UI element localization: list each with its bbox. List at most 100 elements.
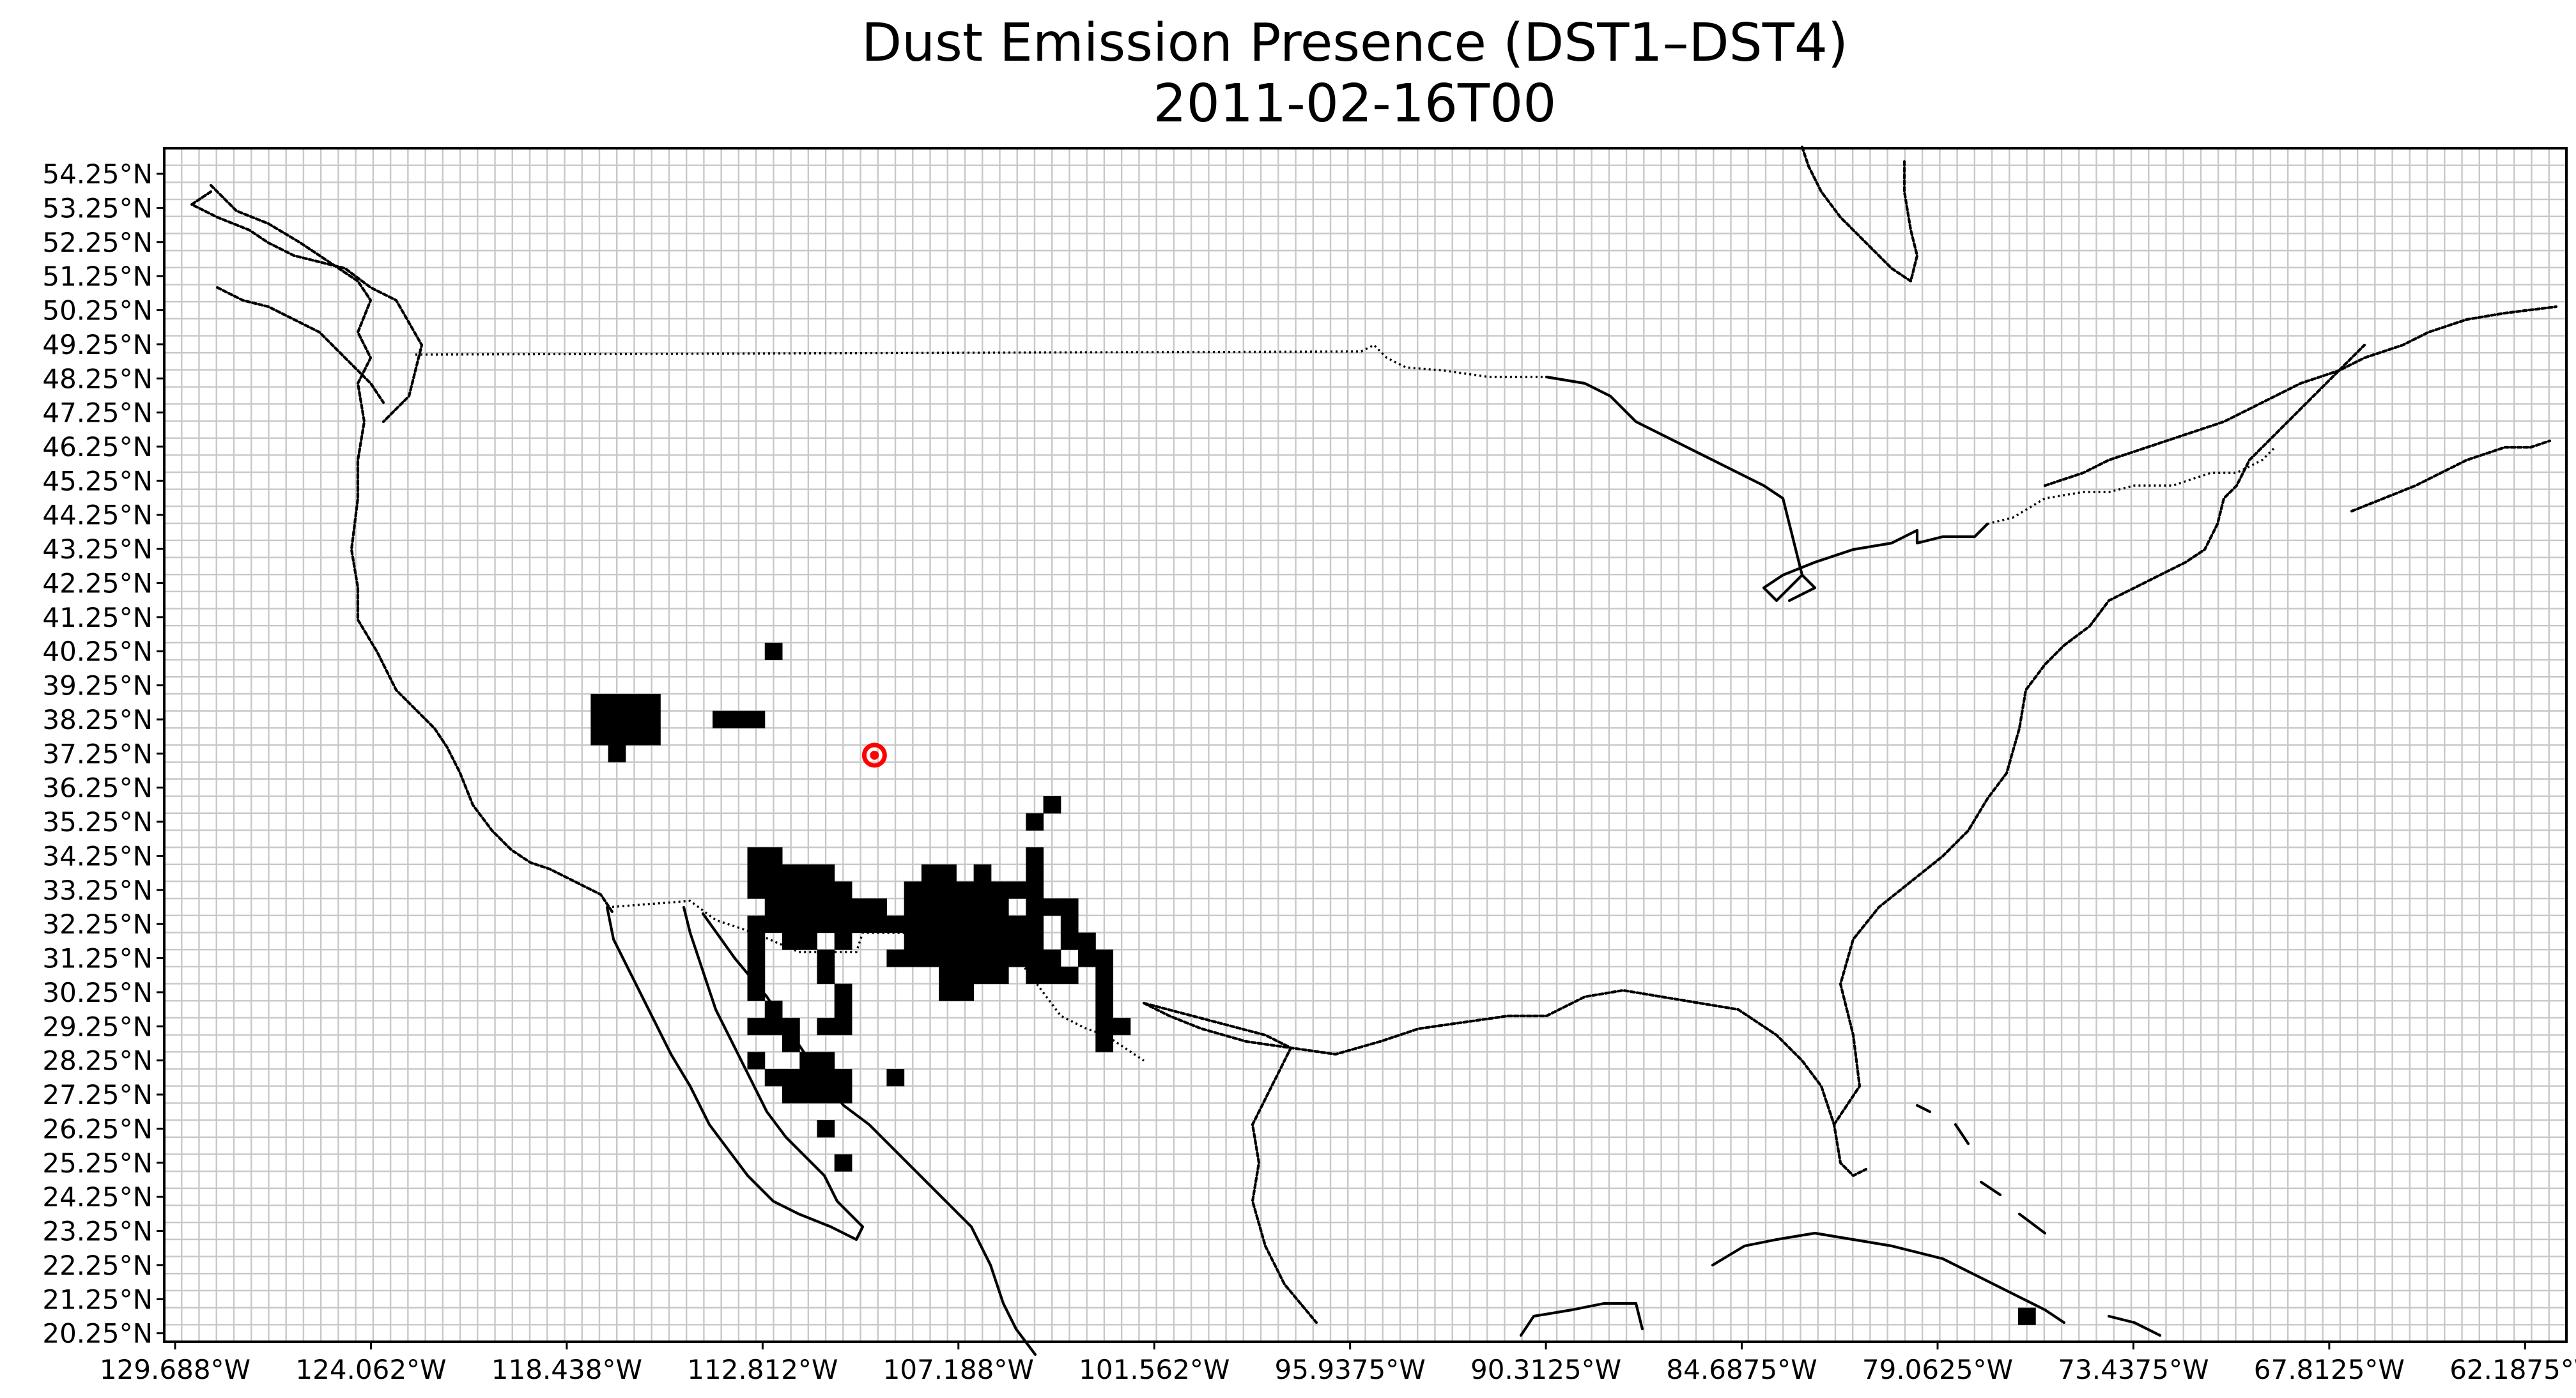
dust-cell — [1043, 949, 1061, 967]
dust-cell — [817, 1120, 835, 1138]
dust-cell — [973, 966, 992, 985]
dust-cell — [747, 915, 766, 933]
dust-cell — [1026, 898, 1044, 916]
y-tick-label: 42.25°N — [42, 567, 153, 599]
x-tick-label: 112.812°W — [687, 1354, 838, 1385]
x-tick-label: 95.9375°W — [1275, 1354, 1426, 1385]
y-tick-label: 35.25°N — [42, 806, 153, 838]
dust-cell — [1008, 932, 1026, 950]
dust-cell — [1026, 864, 1044, 882]
y-tick-label: 23.25°N — [42, 1216, 153, 1247]
dust-cell — [747, 1052, 766, 1070]
dust-cell — [1026, 847, 1044, 865]
dust-cell — [1026, 813, 1044, 831]
dust-cell — [991, 915, 1009, 933]
y-tick-label: 28.25°N — [42, 1045, 153, 1077]
dust-cell — [921, 949, 939, 967]
x-tick-label: 62.1875°W — [2449, 1354, 2576, 1385]
y-tick-label: 36.25°N — [42, 772, 153, 804]
dust-cell — [1113, 1017, 1131, 1036]
y-tick-label: 51.25°N — [42, 261, 153, 292]
dust-cell — [782, 1069, 800, 1087]
dust-cell — [1060, 898, 1079, 916]
dust-cell — [1008, 915, 1026, 933]
dust-cell — [817, 1017, 835, 1036]
dust-cell — [834, 1154, 852, 1172]
dust-cell — [643, 728, 661, 746]
plot-frame — [163, 147, 2568, 1343]
dust-cell — [939, 966, 957, 985]
y-tick-label: 27.25°N — [42, 1079, 153, 1110]
dust-cell — [1043, 796, 1061, 814]
marker-ring — [861, 742, 887, 768]
dust-cell — [625, 728, 644, 746]
dust-cell — [747, 711, 766, 728]
dust-cell — [869, 898, 887, 916]
y-tick-label: 33.25°N — [42, 875, 153, 906]
dust-cell — [817, 881, 835, 899]
dust-cell — [817, 864, 835, 882]
x-tick-label: 101.562°W — [1079, 1354, 1230, 1385]
dust-cell — [782, 898, 800, 916]
chart-subtitle: 2011-02-16T00 — [1153, 73, 1557, 134]
dust-cell — [1026, 932, 1044, 950]
dust-cell — [764, 898, 783, 916]
dust-cell — [764, 642, 783, 661]
y-tick-label: 39.25°N — [42, 670, 153, 702]
marker-dot — [870, 751, 879, 760]
dust-cell — [799, 881, 817, 899]
y-tick-label: 30.25°N — [42, 977, 153, 1008]
dust-cell — [904, 915, 922, 933]
y-tick-label: 43.25°N — [42, 534, 153, 565]
dust-cell — [643, 693, 661, 712]
x-tick-label: 90.3125°W — [1470, 1354, 1621, 1385]
location-marker — [861, 742, 887, 768]
dust-cell — [956, 949, 975, 967]
dust-cell — [834, 932, 852, 950]
lat-lon-grid — [163, 147, 2568, 1343]
dust-cell — [590, 711, 609, 728]
dust-cell — [834, 1017, 852, 1036]
y-tick-label: 38.25°N — [42, 704, 153, 735]
dust-cell — [886, 949, 905, 967]
dust-cell — [747, 864, 766, 882]
dust-cell — [956, 915, 975, 933]
y-tick-label: 45.25°N — [42, 465, 153, 496]
dust-cell — [764, 881, 783, 899]
y-tick-label: 34.25°N — [42, 840, 153, 872]
x-tick-label: 79.0625°W — [1862, 1354, 2013, 1385]
dust-cell — [869, 915, 887, 933]
dust-cell — [886, 1069, 905, 1087]
chart-title: Dust Emission Presence (DST1–DST4) — [861, 13, 1848, 73]
x-tick-label: 84.6875°W — [1666, 1354, 1817, 1385]
y-tick-label: 46.25°N — [42, 431, 153, 463]
dust-cell — [608, 693, 626, 712]
dust-cell — [1095, 983, 1114, 1001]
dust-cell — [1095, 1001, 1114, 1018]
dust-cell — [956, 898, 975, 916]
dust-cell — [1078, 949, 1096, 967]
y-tick-label: 49.25°N — [42, 329, 153, 360]
y-tick-label: 41.25°N — [42, 602, 153, 633]
dust-cell — [834, 983, 852, 1001]
dust-cell — [991, 898, 1009, 916]
dust-cell — [1026, 915, 1044, 933]
x-tick-label: 107.188°W — [883, 1354, 1034, 1385]
y-tick-label: 25.25°N — [42, 1148, 153, 1179]
dust-cell — [991, 881, 1009, 899]
dust-cell — [747, 932, 766, 950]
dust-cell — [904, 932, 922, 950]
dust-cell — [782, 864, 800, 882]
y-tick-label: 32.25°N — [42, 909, 153, 940]
dust-cell — [921, 864, 939, 882]
dust-cell — [973, 915, 992, 933]
dust-cell — [747, 847, 766, 865]
dust-cell — [991, 966, 1009, 985]
dust-cell — [747, 1017, 766, 1036]
dust-cell — [886, 915, 905, 933]
dust-cell — [834, 1001, 852, 1018]
y-tick-label: 24.25°N — [42, 1181, 153, 1213]
dust-cell — [1043, 966, 1061, 985]
y-tick-label: 53.25°N — [42, 192, 153, 224]
dust-cell — [782, 915, 800, 933]
